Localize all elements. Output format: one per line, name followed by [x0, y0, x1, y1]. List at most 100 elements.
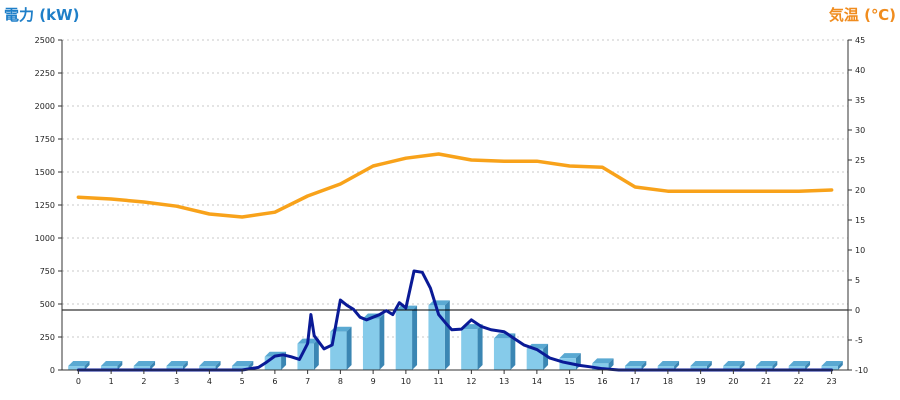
- power-bar-front: [362, 318, 380, 370]
- left-tick-label: 750: [40, 267, 55, 276]
- power-bar-side: [674, 361, 680, 370]
- right-tick-label: 40: [855, 66, 865, 75]
- power-bar: [297, 338, 319, 370]
- power-bar: [493, 333, 516, 370]
- right-tick-label: 20: [855, 186, 865, 195]
- power-bar: [199, 361, 221, 370]
- power-bar-top: [100, 361, 123, 367]
- power-bar-top: [821, 361, 843, 367]
- power-bar-side: [739, 361, 745, 370]
- x-tick-label: 15: [565, 377, 575, 386]
- right-tick-label: 35: [855, 96, 865, 105]
- power-bar-top: [199, 361, 221, 367]
- power-bar-front: [723, 366, 740, 370]
- power-bar-side: [150, 361, 156, 370]
- power-bar-side: [608, 358, 614, 370]
- power-bar-front: [690, 366, 707, 370]
- series-lines: [76, 152, 834, 372]
- power-bar: [461, 324, 483, 370]
- x-tick-label: 22: [794, 377, 804, 386]
- power-bar: [133, 361, 156, 370]
- left-tick-label: 0: [50, 366, 55, 375]
- left-tick-label: 250: [40, 333, 55, 342]
- x-tick-label: 7: [305, 377, 310, 386]
- power-bar-front: [395, 310, 413, 370]
- x-tick-label: 18: [663, 377, 673, 386]
- x-tick-label: 6: [272, 377, 277, 386]
- power-bar-top: [723, 361, 745, 367]
- power-bar-side: [772, 361, 778, 370]
- power-bar-front: [231, 366, 249, 370]
- left-tick-label: 2500: [35, 36, 55, 45]
- power-bar-top: [788, 361, 811, 367]
- power-bar-front: [624, 366, 642, 370]
- x-tick-label: 8: [338, 377, 343, 386]
- power-bar-side: [510, 333, 516, 370]
- power-bar-top: [68, 361, 90, 367]
- power-bar-front: [461, 329, 478, 370]
- right-tick-label: 25: [855, 156, 865, 165]
- right-tick-label: 10: [855, 246, 865, 255]
- power-bar-front: [133, 366, 151, 370]
- power-bar-top: [166, 361, 188, 367]
- x-tick-label: 16: [597, 377, 607, 386]
- power-bar: [755, 361, 778, 370]
- power-bar: [690, 361, 712, 370]
- power-bar-front: [657, 366, 675, 370]
- power-bar-side: [641, 361, 647, 370]
- power-bars: [68, 300, 843, 370]
- power-bar-side: [805, 361, 811, 370]
- power-bar-front: [493, 338, 511, 370]
- power-bar-front: [788, 366, 806, 370]
- left-tick-label: 1500: [35, 168, 55, 177]
- power-bar-top: [231, 361, 254, 367]
- left-tick-label: 1750: [35, 135, 55, 144]
- power-bar-front: [199, 366, 216, 370]
- power-bar-side: [444, 300, 450, 370]
- left-tick-label: 2000: [35, 102, 55, 111]
- power-bar-front: [68, 366, 85, 370]
- power-bar: [395, 305, 418, 370]
- power-bar: [526, 343, 549, 370]
- power-bar-top: [755, 361, 778, 367]
- power-bar-side: [379, 313, 385, 370]
- power-bar-front: [821, 366, 838, 370]
- grid-lines: [62, 39, 848, 338]
- power-bar-side: [313, 338, 319, 370]
- left-tick-label: 1250: [35, 201, 55, 210]
- right-axis-title: 気温 (℃): [829, 6, 896, 24]
- power-bar-top: [592, 358, 614, 364]
- axes: 02505007501000125015001750200022502500-1…: [35, 36, 868, 386]
- x-tick-label: 1: [109, 377, 114, 386]
- power-bar-side: [706, 361, 712, 370]
- x-tick-label: 14: [532, 377, 542, 386]
- power-demand-line: [76, 269, 834, 372]
- x-tick-label: 11: [434, 377, 444, 386]
- x-tick-label: 10: [401, 377, 411, 386]
- power-bar: [428, 300, 450, 370]
- left-tick-label: 500: [40, 300, 55, 309]
- power-bar: [166, 361, 188, 370]
- x-tick-label: 3: [174, 377, 179, 386]
- power-bar-side: [346, 326, 352, 370]
- power-bar: [100, 361, 123, 370]
- x-tick-label: 0: [76, 377, 81, 386]
- power-bar-front: [297, 343, 314, 370]
- power-bar-top: [133, 361, 156, 367]
- x-tick-label: 13: [499, 377, 509, 386]
- power-bar-top: [559, 353, 581, 359]
- right-tick-label: 45: [855, 36, 865, 45]
- power-bar-front: [526, 348, 544, 370]
- power-bar: [723, 361, 745, 370]
- x-tick-label: 17: [630, 377, 640, 386]
- x-tick-label: 23: [827, 377, 837, 386]
- power-bar-side: [837, 361, 843, 370]
- power-bar: [788, 361, 811, 370]
- power-bar-side: [215, 361, 221, 370]
- power-bar: [592, 358, 614, 370]
- right-tick-label: 0: [855, 306, 860, 315]
- power-bar-top: [657, 361, 680, 367]
- power-bar-top: [690, 361, 712, 367]
- temperature-line: [76, 152, 834, 219]
